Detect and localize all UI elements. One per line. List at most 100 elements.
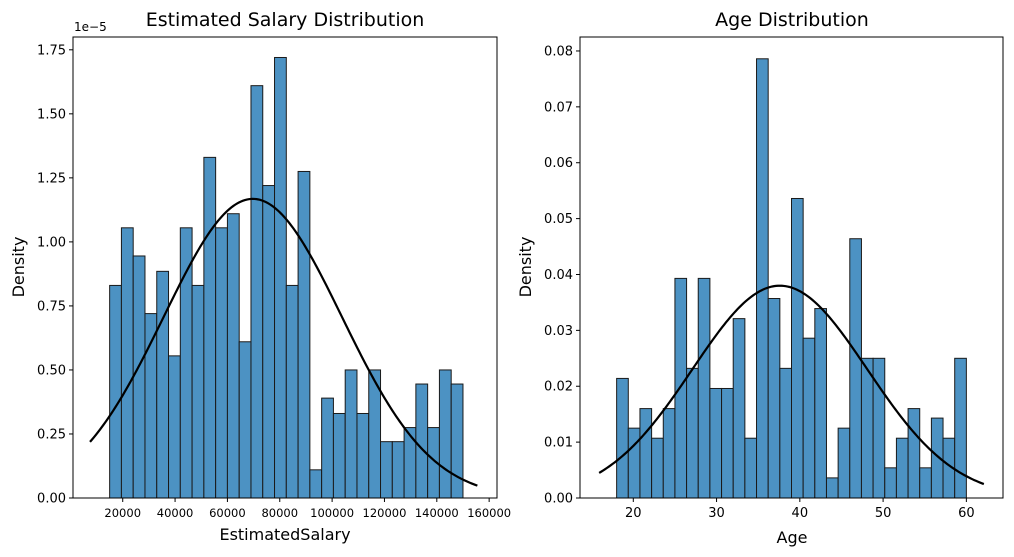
age-y-tick-label: 0.08 [544,44,573,59]
salary-bar [179,227,193,499]
age-bars [616,58,967,499]
salary-bar [226,213,240,499]
age-bar [849,238,862,499]
age-chart: Age Distribution 20 30 40 50 60 0.00 0.01 0.02… [516,9,1004,547]
salary-x-ticks: 20000 40000 60000 80000 100000 120000 140000 16… [104,498,511,520]
salary-y-tick-label: 1.75 [37,43,66,58]
age-bar [814,308,827,499]
age-x-tick-label: 50 [875,506,892,521]
salary-bar [285,284,299,499]
salary-y-tick-label: 0.50 [37,363,66,378]
age-bar [651,437,664,499]
salary-y-tick-label: 1.25 [37,171,66,186]
age-bar [954,357,967,499]
age-bar [756,58,769,499]
age-bar [884,467,897,499]
age-bar [767,298,781,499]
age-bar [639,408,653,499]
age-x-tick-label: 60 [958,506,975,521]
salary-bar [250,85,264,499]
age-y-tick-label: 0.02 [544,380,573,395]
age-chart-title: Age Distribution [715,9,869,31]
age-plot-frame [579,36,1004,499]
salary-y-offset-label: 1e−5 [74,20,107,34]
age-bar [791,197,804,499]
age-bar [627,427,641,499]
salary-x-tick-label: 60000 [209,506,246,520]
salary-bar [332,412,346,499]
age-y-tick-label: 0.07 [544,100,573,115]
salary-x-tick-label: 80000 [261,506,298,520]
age-x-axis-label: Age [777,528,808,547]
age-x-tick-label: 30 [708,506,725,521]
age-bar [686,367,699,499]
salary-bar [297,170,311,499]
age-bar [895,437,909,499]
age-y-tick-label: 0.00 [544,492,573,507]
salary-y-tick-label: 1.00 [37,235,66,250]
age-y-tick-label: 0.04 [544,268,573,283]
salary-y-tick-label: 1.50 [37,107,66,122]
age-bar [721,387,734,499]
age-y-tick-label: 0.05 [544,212,573,227]
salary-bar [380,441,393,499]
age-y-ticks: 0.00 0.01 0.02 0.03 0.04 0.05 0.06 0.07 0.08 [544,44,580,507]
salary-bar [156,270,170,499]
age-bar [697,277,711,499]
salary-bar [238,341,252,499]
age-bar [802,337,816,499]
age-y-tick-label: 0.06 [544,156,573,171]
salary-bar [168,355,181,499]
salary-bar [274,56,287,499]
age-bar [837,427,851,499]
salary-bar [356,412,370,499]
salary-bar [321,397,334,499]
salary-x-axis-label: EstimatedSalary [219,525,350,544]
age-bar [616,377,629,499]
salary-x-tick-label: 160000 [467,506,511,520]
salary-bar [344,369,358,499]
age-bar [779,367,793,499]
age-bar [907,408,921,499]
salary-bar [438,369,452,499]
salary-bar [391,441,405,499]
age-bar [744,437,758,499]
salary-y-ticks: 0.00 0.25 0.50 0.75 1.00 1.25 1.50 1.75 [37,43,73,507]
age-y-axis-label: Density [516,237,535,298]
salary-bar [403,427,417,499]
salary-bar [450,383,464,499]
age-bar [919,467,932,499]
salary-bar [132,255,146,499]
salary-y-axis-label: Density [9,237,28,298]
salary-x-tick-label: 20000 [104,506,141,520]
salary-x-tick-label: 40000 [157,506,194,520]
age-x-ticks: 20 30 40 50 60 [625,498,975,521]
salary-bar [215,227,228,499]
salary-y-tick-label: 0.75 [37,299,66,314]
salary-chart: Estimated Salary Distribution 1e−5 20000… [9,9,511,544]
age-y-tick-label: 0.01 [544,436,573,451]
age-bar [662,408,676,499]
salary-bar [120,227,134,499]
salary-bars [109,56,464,499]
salary-chart-title: Estimated Salary Distribution [146,9,425,31]
age-y-tick-label: 0.03 [544,324,573,339]
salary-bar [191,284,205,499]
salary-bar [262,185,276,499]
salary-y-tick-label: 0.00 [37,492,66,507]
salary-density-curve [89,197,478,487]
salary-bar [203,156,217,499]
age-bar [709,387,723,499]
age-bar [860,357,874,499]
salary-bar [109,284,122,499]
age-bar [732,318,746,499]
age-x-tick-label: 40 [792,506,809,521]
salary-x-tick-label: 120000 [363,506,407,520]
salary-y-tick-label: 0.25 [37,427,66,442]
salary-bar [415,383,429,499]
salary-x-tick-label: 100000 [310,506,354,520]
salary-plot-frame [72,36,498,499]
age-bar [825,477,839,499]
age-density-curve [598,284,985,486]
